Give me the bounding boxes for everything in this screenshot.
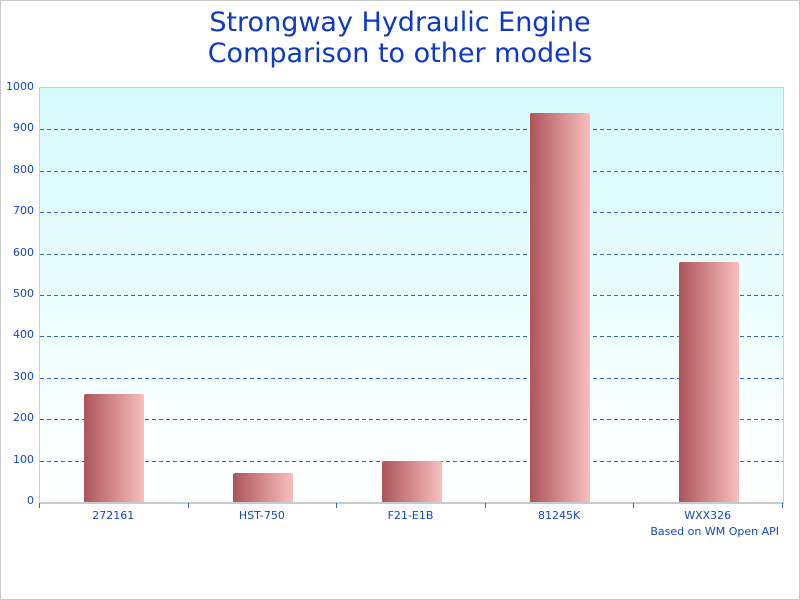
x-axis-tick-1 [188, 503, 189, 508]
x-axis-label-F21-E1B: F21-E1B [387, 509, 434, 522]
plot-area [39, 87, 784, 504]
gridline-500 [40, 295, 783, 296]
y-axis-label-200: 200 [13, 411, 34, 425]
bar-HST-750 [232, 473, 293, 502]
bar-272161 [84, 394, 145, 502]
x-axis-label-WXX326: WXX326 [684, 509, 732, 522]
chart-title-line-1: Strongway Hydraulic Engine [209, 7, 591, 38]
x-axis-label-81245K: 81245K [537, 509, 581, 522]
gridline-900 [40, 129, 783, 131]
y-axis-label-500: 500 [13, 287, 34, 300]
gridline-300 [40, 377, 783, 379]
x-axis-tick-5 [782, 503, 783, 508]
y-axis-label-700: 700 [13, 204, 34, 218]
y-axis-label-600: 600 [13, 245, 34, 259]
gridline-400 [40, 336, 783, 338]
x-axis-label-HST-750: HST-750 [238, 509, 285, 522]
x-axis-label-272161: 272161 [92, 509, 135, 522]
y-axis-label-300: 300 [13, 369, 34, 383]
bar-WXX326 [678, 261, 739, 502]
y-axis-label-800: 800 [13, 162, 34, 176]
y-axis-label-0: 0 [27, 494, 34, 507]
y-axis-label-100: 100 [13, 452, 34, 466]
y-axis-label-400: 400 [13, 328, 34, 342]
bar-81245K [530, 112, 591, 502]
chart-title-line-2: Comparison to other models [207, 38, 593, 69]
x-axis-tick-3 [485, 503, 486, 508]
x-axis-tick-2 [336, 503, 337, 508]
gridline-700 [40, 212, 783, 214]
bar-F21-E1B [381, 460, 442, 502]
gridline-600 [40, 253, 783, 255]
chart-footer-annotation: Based on WM Open API [650, 525, 779, 538]
y-axis-label-900: 900 [13, 121, 34, 135]
x-axis-tick-0 [39, 503, 40, 508]
x-axis-tick-4 [633, 503, 634, 508]
y-axis-label-1000: 1000 [6, 80, 34, 93]
gridline-800 [40, 170, 783, 172]
chart-title: Strongway Hydraulic Engine Comparison to… [1, 7, 799, 69]
gridline-200 [40, 419, 783, 421]
